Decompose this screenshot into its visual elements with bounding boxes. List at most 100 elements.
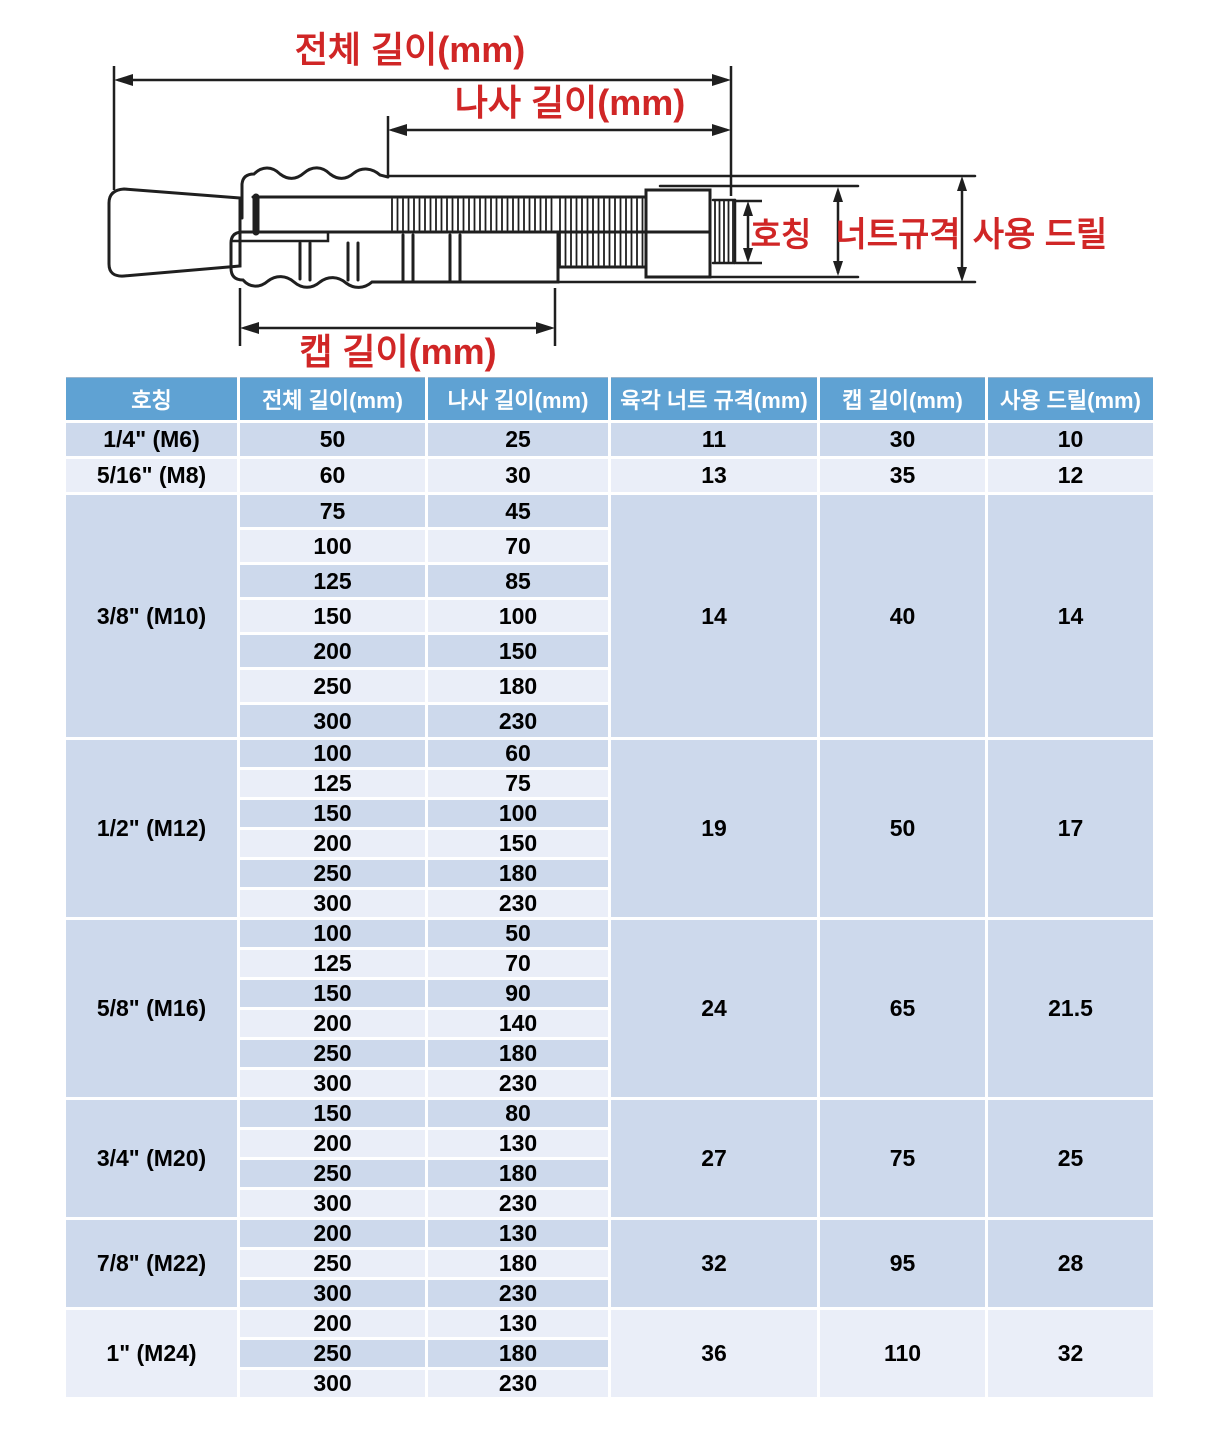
thread-length-cell: 180 [425, 1037, 611, 1070]
dim-drill-size [957, 176, 967, 282]
dim-thread-length [386, 116, 731, 176]
table-row: 150 100 [65, 797, 1155, 830]
nut-size-cell: 14 [608, 492, 820, 740]
total-length-cell: 100 [237, 737, 428, 770]
table-row: 150 100 [65, 597, 1155, 635]
total-length-cell: 300 [237, 702, 428, 740]
table-row: 250 180 [65, 667, 1155, 705]
thread-length-cell: 130 [425, 1307, 611, 1340]
table-row: 250 180 [65, 1037, 1155, 1070]
table-row: 3/4" (M20) 150 80 27 75 25 [63, 1097, 1156, 1220]
nominal-cell: 7/8" (M22) [63, 1217, 240, 1310]
table-row: 200 140 [65, 1007, 1155, 1040]
anchor-bolt-diagram: 전체 길이(mm) 나사 길이(mm) 캡 길이(mm) 호칭 너트규격 사용 … [0, 0, 1222, 376]
total-length-cell: 300 [237, 1187, 428, 1220]
table-row: 1" (M24) 200 130 36 110 32 [63, 1307, 1156, 1400]
nut-size-cell: 11 [608, 420, 820, 459]
expansion-sleeve-top [240, 166, 390, 220]
thread-hatching-stub [714, 200, 734, 263]
label-nominal: 호칭 [751, 216, 812, 253]
nut-size-cell: 32 [608, 1217, 820, 1310]
column-header-cap: 캡 길이(mm) [817, 377, 988, 423]
table-row: 200 150 [65, 827, 1155, 860]
total-length-cell: 200 [237, 1307, 428, 1340]
table-row: 300 230 [65, 702, 1155, 740]
drill-size-cell: 17 [985, 737, 1156, 920]
table-row: 125 70 [65, 947, 1155, 980]
table-row: 250 180 [65, 1337, 1155, 1370]
nut-size-cell: 27 [608, 1097, 820, 1220]
dim-total-length [112, 66, 733, 196]
dim-nut-size [833, 187, 843, 276]
table-row: 300 230 [65, 887, 1155, 920]
thread-length-cell: 85 [425, 562, 611, 600]
nut-size-cell: 36 [608, 1307, 820, 1400]
table-row: 250 180 [65, 1247, 1155, 1280]
thread-length-cell: 230 [425, 1367, 611, 1400]
table-row: 100 70 [65, 527, 1155, 565]
drill-size-cell: 10 [985, 420, 1156, 459]
cap-length-cell: 75 [817, 1097, 988, 1220]
cap-length-cell: 35 [817, 456, 988, 495]
thread-length-cell: 100 [425, 797, 611, 830]
thread-length-cell: 70 [425, 527, 611, 565]
thread-length-cell: 180 [425, 1337, 611, 1370]
thread-length-cell: 75 [425, 767, 611, 800]
table-row: 150 90 [65, 977, 1155, 1010]
table-row: 5/16" (M8) 60 30 13 35 12 [63, 456, 1156, 495]
table-row: 125 75 [65, 767, 1155, 800]
cap-length-cell: 50 [817, 737, 988, 920]
nominal-cell: 1/4" (M6) [63, 420, 240, 459]
total-length-cell: 250 [237, 1157, 428, 1190]
thread-length-cell: 130 [425, 1217, 611, 1250]
cap-length-cell: 95 [817, 1217, 988, 1310]
thread-length-cell: 70 [425, 947, 611, 980]
total-length-cell: 100 [237, 527, 428, 565]
label-drill: 사용 드릴 [973, 216, 1108, 254]
total-length-cell: 125 [237, 947, 428, 980]
dimension-lines [112, 66, 967, 346]
total-length-cell: 300 [237, 887, 428, 920]
total-length-cell: 300 [237, 1067, 428, 1100]
thread-length-cell: 230 [425, 1067, 611, 1100]
cap-length-cell: 30 [817, 420, 988, 459]
spec-table: 호칭 전체 길이(mm) 나사 길이(mm) 육각 너트 규격(mm) 캡 길이… [63, 377, 1156, 1400]
table-row: 250 180 [65, 857, 1155, 890]
nut-size-cell: 13 [608, 456, 820, 495]
table-row: 200 130 [65, 1127, 1155, 1160]
thread-length-cell: 140 [425, 1007, 611, 1040]
table-row: 300 230 [65, 1067, 1155, 1100]
total-length-cell: 300 [237, 1277, 428, 1310]
thread-length-cell: 100 [425, 597, 611, 635]
thread-length-cell: 230 [425, 702, 611, 740]
cap-sleeve [229, 230, 560, 289]
table-row: 1/4" (M6) 50 25 11 30 10 [63, 420, 1156, 459]
total-length-cell: 250 [237, 857, 428, 890]
cap-lip [231, 231, 330, 243]
wedge [107, 187, 242, 278]
total-length-cell: 125 [237, 562, 428, 600]
drill-size-cell: 25 [985, 1097, 1156, 1220]
thread-length-cell: 130 [425, 1127, 611, 1160]
thread-length-cell: 180 [425, 667, 611, 705]
thread-hatching-full [559, 198, 644, 266]
thread-length-cell: 180 [425, 1157, 611, 1190]
cap-length-cell: 110 [817, 1307, 988, 1400]
column-header-total: 전체 길이(mm) [237, 377, 428, 423]
table-row: 300 230 [65, 1367, 1155, 1400]
label-cap-length: 캡 길이(mm) [299, 331, 496, 372]
thread-length-cell: 45 [425, 492, 611, 530]
table-row: 7/8" (M22) 200 130 32 95 28 [63, 1217, 1156, 1310]
thread-length-cell: 150 [425, 632, 611, 670]
table-row: 125 85 [65, 562, 1155, 600]
table-row: 5/8" (M16) 100 50 24 65 21.5 [63, 917, 1156, 1100]
table-row: 200 150 [65, 632, 1155, 670]
total-length-cell: 300 [237, 1367, 428, 1400]
diagram-labels: 전체 길이(mm) 나사 길이(mm) 캡 길이(mm) 호칭 너트규격 사용 … [295, 29, 1108, 372]
table-row: 300 230 [65, 1277, 1155, 1310]
total-length-cell: 60 [237, 456, 428, 495]
nut-size-cell: 24 [608, 917, 820, 1100]
total-length-cell: 150 [237, 1097, 428, 1130]
drill-size-cell: 12 [985, 456, 1156, 495]
column-header-nominal: 호칭 [63, 377, 240, 423]
